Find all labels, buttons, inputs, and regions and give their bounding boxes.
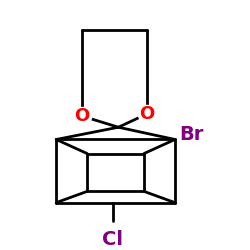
Text: O: O bbox=[139, 105, 154, 123]
Text: Cl: Cl bbox=[102, 230, 123, 249]
Text: O: O bbox=[74, 107, 89, 125]
Text: Br: Br bbox=[180, 125, 204, 144]
